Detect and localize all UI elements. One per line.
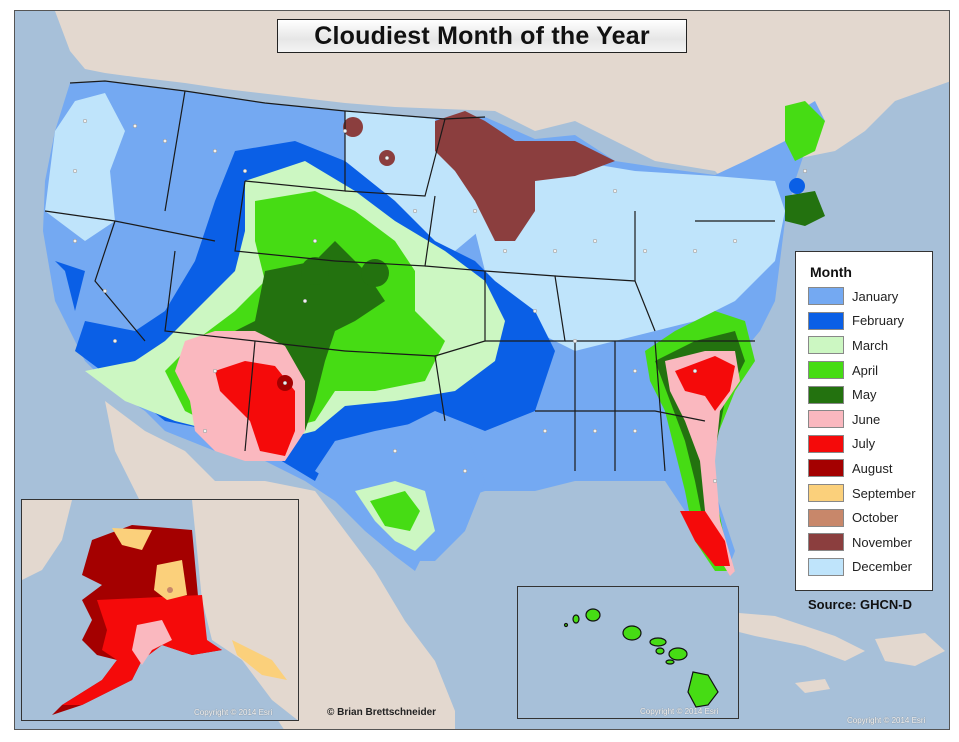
legend-swatch xyxy=(808,459,844,478)
legend-label: April xyxy=(852,362,879,378)
legend-label: June xyxy=(852,411,881,427)
legend-title: Month xyxy=(810,264,852,280)
legend-item-july: July xyxy=(808,432,932,457)
alaska-inset: Copyright © 2014 Esri xyxy=(21,499,299,721)
canada-land xyxy=(55,11,949,201)
map-title-box: Cloudiest Month of the Year xyxy=(277,19,687,53)
region-july-florida xyxy=(680,511,730,566)
legend-item-april: April xyxy=(808,358,932,383)
legend-label: January xyxy=(852,288,899,304)
legend-swatch xyxy=(808,434,844,453)
legend-swatch xyxy=(808,410,844,429)
legend-label: December xyxy=(852,559,912,575)
legend-swatch xyxy=(808,385,844,404)
legend-label: July xyxy=(852,436,876,452)
legend-item-june: June xyxy=(808,407,932,432)
contiguous-us-map xyxy=(15,11,949,729)
region-september-north-slope xyxy=(112,528,152,550)
legend: Month January February March April May June Ju… xyxy=(795,251,933,591)
legend-label: November xyxy=(852,534,912,550)
legend-swatch xyxy=(808,287,844,306)
hawaii-copyright: Copyright © 2014 Esri xyxy=(640,707,719,716)
region-december-pacific-nw xyxy=(45,93,125,241)
legend-item-february: February xyxy=(808,309,932,334)
legend-item-march: March xyxy=(808,333,932,358)
region-september-panhandle xyxy=(232,640,287,680)
map-frame: Cloudiest Month of the Year Copyright © … xyxy=(14,10,950,730)
alaska-map xyxy=(22,500,298,720)
legend-label: March xyxy=(852,337,889,353)
region-september-interior xyxy=(154,560,187,600)
state-borders xyxy=(44,80,775,472)
hawaii-inset: Copyright © 2014 Esri xyxy=(517,586,739,719)
legend-swatch xyxy=(808,508,844,527)
region-november-upper-midwest xyxy=(435,111,615,241)
legend-label: October xyxy=(852,510,899,526)
legend-label: August xyxy=(852,460,893,476)
jamaica-land xyxy=(795,679,830,693)
main-copyright: Copyright © 2014 Esri xyxy=(847,716,926,725)
legend-swatch xyxy=(808,311,844,330)
legend-label: February xyxy=(852,313,905,329)
legend-item-december: December xyxy=(808,555,932,580)
legend-item-september: September xyxy=(808,481,932,506)
legend-item-may: May xyxy=(808,382,932,407)
region-june-southeast xyxy=(665,351,740,576)
legend-label: September xyxy=(852,485,916,501)
region-december-great-lakes-northeast xyxy=(455,161,785,351)
region-december-north-plains xyxy=(345,111,485,251)
hispaniola-land xyxy=(875,633,945,666)
hawaii-map xyxy=(518,587,738,718)
region-june-alaska xyxy=(132,620,172,665)
legend-label: May xyxy=(852,387,877,403)
legend-item-october: October xyxy=(808,505,932,530)
legend-item-january: January xyxy=(808,284,932,309)
legend-swatch xyxy=(808,336,844,355)
legend-item-august: August xyxy=(808,456,932,481)
map-title: Cloudiest Month of the Year xyxy=(314,21,650,50)
cuba-land xyxy=(715,611,865,661)
station-dots xyxy=(72,118,808,484)
region-july-carolinas xyxy=(675,356,735,411)
legend-swatch xyxy=(808,557,844,576)
region-may-massachusetts xyxy=(785,191,825,226)
source-label: Source: GHCN-D xyxy=(808,597,913,612)
legend-swatch xyxy=(808,484,844,503)
region-april-maine xyxy=(785,101,825,161)
alaska-copyright: Copyright © 2014 Esri xyxy=(194,708,273,717)
author-credit: © Brian Brettschneider xyxy=(327,707,437,718)
legend-swatch xyxy=(808,533,844,552)
region-july-southwest xyxy=(215,361,295,456)
legend-item-november: November xyxy=(808,530,932,555)
legend-swatch xyxy=(808,361,844,380)
